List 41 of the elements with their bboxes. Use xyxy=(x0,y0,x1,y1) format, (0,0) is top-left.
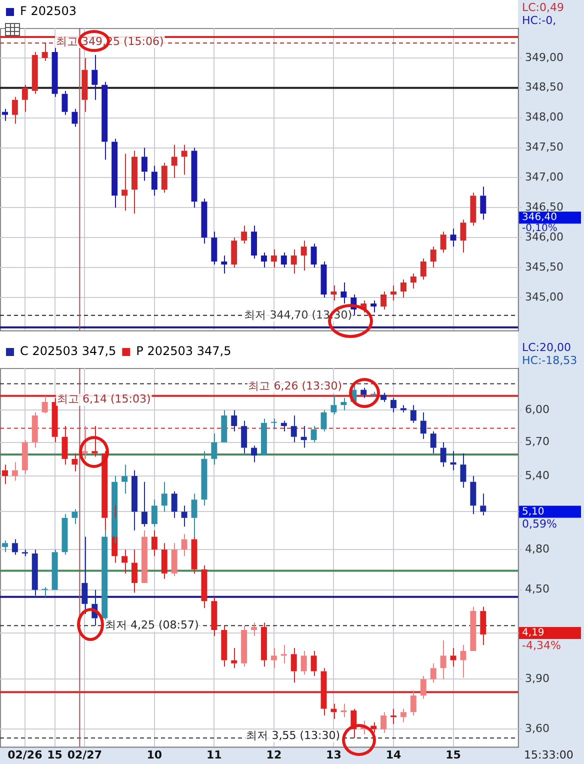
text: LC:0,49 xyxy=(522,0,564,14)
y-tick-label: 3,60 xyxy=(525,722,550,736)
x-tick-label: 02/27 xyxy=(67,748,102,762)
annotation: 최저 3,55 (13:30) xyxy=(246,728,340,742)
y-tick-label: 3,90 xyxy=(525,672,550,686)
annotation: 최고 6,26 (13:30) xyxy=(248,380,342,393)
legend-label: P 202503 347,5 xyxy=(136,344,232,358)
y-tick-label: 4,50 xyxy=(525,582,550,596)
text: 346,40 xyxy=(522,212,557,224)
y-tick-label: 4,80 xyxy=(525,542,550,556)
y-tick-label: 348,00 xyxy=(525,110,564,124)
y-tick-label: 349,00 xyxy=(525,50,564,64)
y-tick-label: 346,50 xyxy=(525,200,564,214)
text: -4,34% xyxy=(522,638,561,652)
annotation: 최저 4,25 (08:57) xyxy=(105,618,199,632)
x-tick-label: 11 xyxy=(206,748,222,762)
y-tick-label: 348,50 xyxy=(525,80,564,94)
y-tick-label: 345,00 xyxy=(525,290,564,304)
legend-label: C 202503 347,5 xyxy=(20,344,116,358)
y-tick-label: 347,50 xyxy=(525,140,564,154)
x-tick-label: 15 xyxy=(446,748,461,762)
y-tick-label: 5,70 xyxy=(525,435,550,448)
text: 5,10 xyxy=(522,506,544,518)
y-tick-label: 345,50 xyxy=(525,260,564,274)
text: 0,59% xyxy=(522,518,557,531)
text: 4,19 xyxy=(522,628,544,639)
text: LC:20,00 xyxy=(522,340,572,354)
x-tick-label: 14 xyxy=(386,748,402,762)
text: HC:-0, xyxy=(522,14,556,27)
x-tick-label: 13 xyxy=(326,748,342,762)
text: HC:-18,53 xyxy=(522,354,578,367)
x-tick-label: 10 xyxy=(146,748,162,762)
legend-label: F 202503 xyxy=(20,4,77,18)
y-tick-label: 6,00 xyxy=(525,403,550,416)
x-tick-label: 12 xyxy=(266,748,282,762)
y-tick-label: 347,00 xyxy=(525,170,564,184)
x-tick-label: 15 xyxy=(47,748,62,762)
x-tick-label: 02/26 xyxy=(8,748,43,762)
y-tick-label: 5,40 xyxy=(525,468,550,482)
annotation: 최고 6,14 (15:03) xyxy=(57,392,151,406)
text: 15:33:00 xyxy=(524,748,574,762)
